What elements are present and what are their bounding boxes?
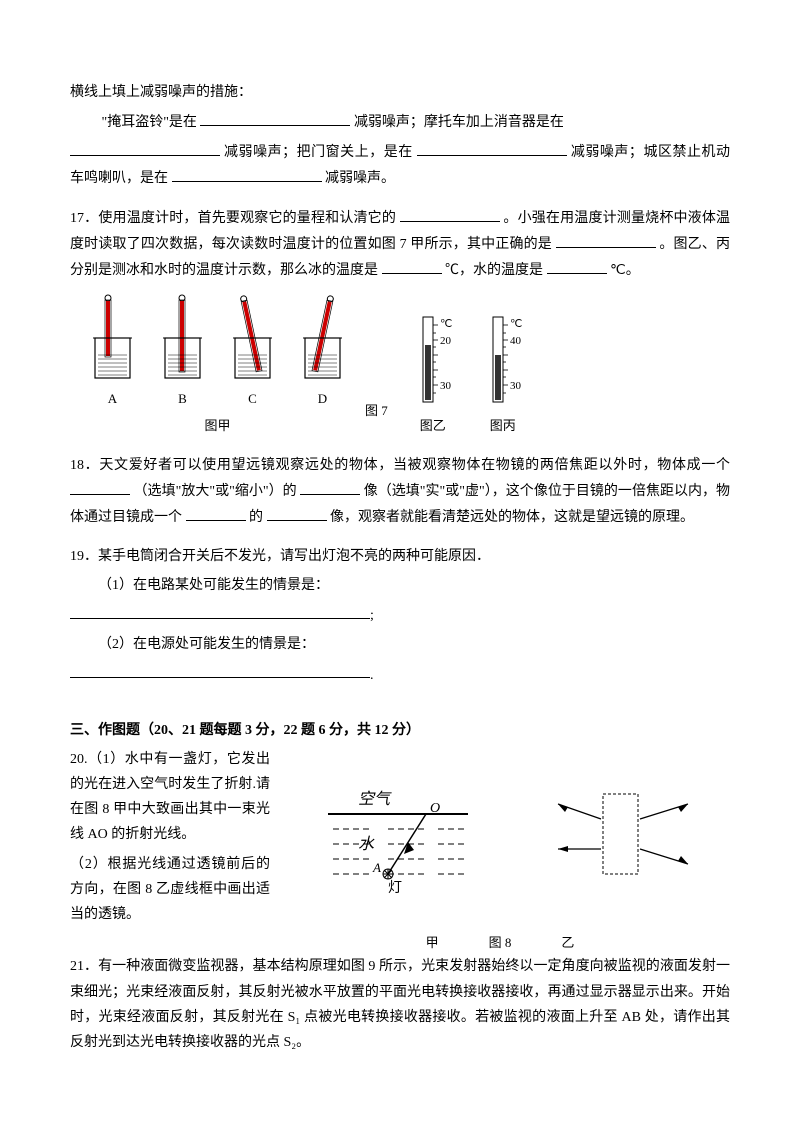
blank xyxy=(267,504,327,521)
q19-blank1: ; xyxy=(70,602,730,628)
caption-bing: 图丙 xyxy=(490,414,516,437)
blank xyxy=(400,205,500,222)
blank xyxy=(186,504,246,521)
label-c: C xyxy=(248,387,257,410)
q19-sub2: （2）在电源处可能发生的情景是： xyxy=(70,632,730,657)
fig8-label: 图 8 xyxy=(489,931,512,954)
q16-t1: "掩耳盗铃"是在 xyxy=(102,115,197,130)
blank xyxy=(70,478,130,495)
svg-text:40: 40 xyxy=(510,335,522,347)
q16-line2: "掩耳盗铃"是在 减弱噪声；摩托车加上消音器是在 xyxy=(70,109,730,135)
label-a: A xyxy=(108,387,117,410)
q20-layout: 20.（1）水中有一盏灯，它发出的光在进入空气时发生了折射.请在图 8 甲中大致… xyxy=(70,747,730,931)
caption-fig7: 图 7 xyxy=(365,399,388,422)
q16-line1: 横线上填上减弱噪声的措施： xyxy=(70,80,730,105)
figure-7: A B xyxy=(90,293,730,438)
q19-sub1: （1）在电路某处可能发生的情景是： xyxy=(70,573,730,598)
q20-line2: （2）根据光线通过透镜前后的方向，在图 8 乙虚线框中画出适当的透镜。 xyxy=(70,852,270,928)
fig8-jia-label: 甲 xyxy=(426,931,439,954)
q16-t2: 减弱噪声；摩托车加上消音器是在 xyxy=(354,115,564,130)
blank xyxy=(547,257,607,274)
label-b: B xyxy=(178,387,187,410)
beaker-svg-c xyxy=(230,293,275,383)
q17-text: 17．使用温度计时，首先要观察它的量程和认清它的 。小强在用温度计测量烧杯中液体… xyxy=(70,205,730,283)
q16-line3: 减弱噪声；把门窗关上，是在 减弱噪声；城区禁止机动车鸣喇叭，是在 减弱噪声。 xyxy=(70,139,730,191)
svg-text:灯: 灯 xyxy=(388,880,402,894)
thermometer-yi: ℃ 20 30 图乙 xyxy=(408,315,458,437)
blank xyxy=(300,478,360,495)
q16-t5: 减弱噪声。 xyxy=(325,171,395,186)
svg-text:30: 30 xyxy=(440,380,452,392)
q19-text: 19．某手电筒闭合开关后不发光，请写出灯泡不亮的两种可能原因． xyxy=(70,544,730,569)
svg-text:20: 20 xyxy=(440,335,452,347)
beaker-a: A xyxy=(90,293,135,410)
blank xyxy=(70,139,220,156)
fig8-jia: 空气 O 水 A 灯 xyxy=(318,774,478,903)
q18-t5: 像，观察者就能看清楚远处的物体，这就是望远镜的原理。 xyxy=(330,510,694,525)
q18-t2: （选填"放大"或"缩小"）的 xyxy=(134,484,297,499)
label-d: D xyxy=(318,387,327,410)
beaker-svg-a xyxy=(90,293,135,383)
svg-text:A: A xyxy=(372,860,381,875)
caption-yi: 图乙 xyxy=(420,414,446,437)
q18-text: 18．天文爱好者可以使用望远镜观察远处的物体，当被观察物体在物镜的两倍焦距以外时… xyxy=(70,453,730,530)
blank xyxy=(200,109,350,126)
thermometer-bing: ℃ 40 30 图丙 xyxy=(478,315,528,437)
blank xyxy=(172,165,322,182)
q20-line1: 20.（1）水中有一盏灯，它发出的光在进入空气时发生了折射.请在图 8 甲中大致… xyxy=(70,747,270,848)
q17-t4: ℃，水的温度是 xyxy=(445,263,543,278)
svg-text:30: 30 xyxy=(510,380,522,392)
svg-text:空气: 空气 xyxy=(358,790,392,808)
section3-title: 三、作图题（20、21 题每题 3 分，22 题 6 分，共 12 分） xyxy=(70,718,730,743)
fig8-captions: 甲 图 8 乙 xyxy=(270,931,730,954)
beaker-svg-b xyxy=(160,293,205,383)
q21-text: 21．有一种液面微变监视器，基本结构原理如图 9 所示，光束发射器始终以一定角度… xyxy=(70,954,730,1055)
q18-t4: 的 xyxy=(249,510,263,525)
blank xyxy=(556,231,656,248)
blank xyxy=(382,257,442,274)
q18-t1: 18．天文爱好者可以使用望远镜观察远处的物体，当被观察物体在物镜的两倍焦距以外时… xyxy=(70,458,730,473)
blank xyxy=(417,139,567,156)
svg-text:水: 水 xyxy=(358,835,375,853)
caption-jia: 图甲 xyxy=(204,414,230,437)
beaker-svg-d xyxy=(300,293,345,383)
beaker-c: C xyxy=(230,293,275,410)
q17-t5: ℃。 xyxy=(610,263,640,278)
beaker-d: D xyxy=(300,293,345,410)
svg-text:℃: ℃ xyxy=(510,318,522,330)
unit-yi: ℃ xyxy=(440,318,452,330)
beaker-b: B xyxy=(160,293,205,410)
q19-blank2: . xyxy=(70,662,730,688)
fig8-yi-label: 乙 xyxy=(561,931,574,954)
svg-text:O: O xyxy=(430,801,440,816)
q17-t1: 17．使用温度计时，首先要观察它的量程和认清它的 xyxy=(70,211,396,226)
fig8-yi xyxy=(553,779,693,898)
q16-t3: 减弱噪声；把门窗关上，是在 xyxy=(224,145,413,160)
